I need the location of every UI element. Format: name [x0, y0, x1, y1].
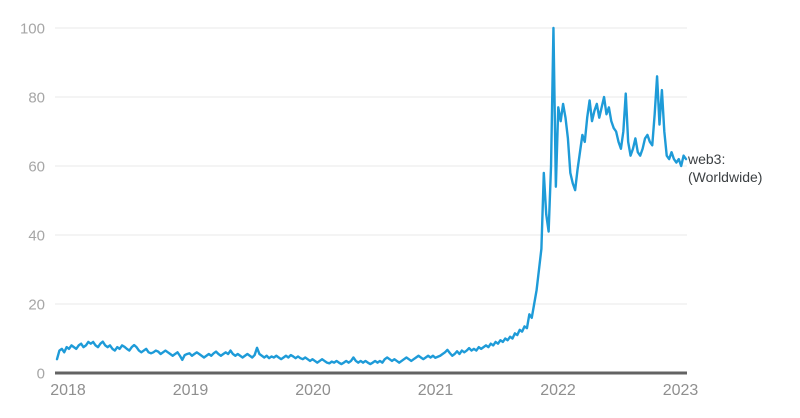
y-axis-label-20: 20 [28, 297, 45, 314]
x-axis-label-2022: 2022 [540, 382, 576, 399]
series-label-term: web3: [688, 151, 726, 167]
y-axis-label-100: 100 [20, 21, 45, 38]
y-axis-label-60: 60 [28, 159, 45, 176]
y-axis-label-80: 80 [28, 90, 45, 107]
y-axis-label-0: 0 [37, 366, 45, 383]
x-axis-label-2020: 2020 [295, 382, 331, 399]
x-axis-label-2018: 2018 [50, 382, 86, 399]
x-axis-label-2021: 2021 [418, 382, 454, 399]
series-label: web3: (Worldwide) [688, 150, 762, 186]
y-axis-label-40: 40 [28, 228, 45, 245]
x-axis-label-2019: 2019 [173, 382, 209, 399]
series-label-region: (Worldwide) [688, 169, 763, 185]
x-axis-label-2023: 2023 [663, 382, 699, 399]
trend-series-line [55, 26, 688, 366]
